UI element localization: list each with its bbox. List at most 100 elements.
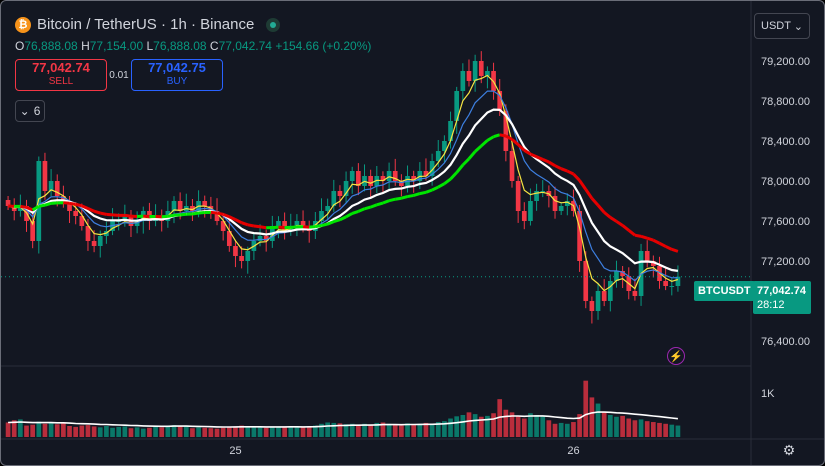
volume-bar (503, 409, 509, 437)
trend-band-segment (50, 201, 58, 205)
volume-bar (589, 397, 595, 437)
candle-body (460, 71, 466, 91)
trend-band-segment (388, 197, 396, 203)
candle-body (435, 151, 441, 161)
trend-band-segment (449, 171, 458, 181)
symbol-title[interactable]: Bitcoin / TetherUS · 1h · Binance (37, 16, 255, 33)
volume-bar (368, 425, 373, 437)
trend-band-segment (63, 201, 70, 205)
low-value: 76,888.08 (153, 39, 207, 53)
volume-bar (233, 426, 238, 437)
volume-bar (331, 422, 337, 437)
bar-countdown: 28:12 (757, 298, 785, 311)
volume-bar (140, 428, 146, 437)
volume-bar (239, 425, 244, 437)
candle-body (356, 171, 361, 186)
trend-band-segment (370, 203, 378, 209)
trend-band-segment (523, 149, 532, 156)
trend-band-segment (499, 133, 507, 138)
volume-bar (411, 424, 417, 437)
trend-band-segment (511, 138, 520, 146)
volume-bar (491, 413, 496, 437)
trend-band-segment (327, 220, 335, 226)
volume-bar (134, 427, 140, 437)
trend-band-segment (351, 209, 359, 215)
ema-slow-line (7, 108, 679, 272)
trend-band-segment (658, 241, 667, 248)
candle-body (61, 196, 66, 201)
market-open-icon (266, 17, 281, 32)
close-value: 77,042.74 (218, 39, 272, 53)
candle-body (386, 171, 392, 181)
volume-bar (392, 424, 398, 437)
volume-bar (429, 424, 435, 437)
candle-body (515, 181, 521, 211)
candle-body (503, 111, 509, 151)
trend-band-segment (529, 152, 538, 159)
volume-bar (515, 415, 521, 437)
sell-button[interactable]: 77,042.74 SELL (15, 59, 107, 91)
lightning-icon[interactable]: ⚡ (667, 347, 685, 365)
buy-label: BUY (166, 76, 188, 87)
trend-band-segment (25, 206, 34, 212)
volume-bar (61, 423, 66, 437)
volume-bar (540, 415, 546, 437)
settings-icon[interactable]: ⚙ (782, 441, 796, 458)
trend-band-segment (560, 167, 568, 173)
volume-bar (36, 421, 42, 437)
currency-selector[interactable]: USDT ⌄ (754, 13, 810, 39)
trend-band-segment (480, 139, 489, 148)
trend-band-segment (621, 224, 630, 232)
price-tick-label: 77,600.00 (761, 216, 810, 228)
volume-bar (417, 423, 423, 437)
trend-band-segment (81, 204, 89, 210)
trend-band-segment (124, 213, 132, 218)
trend-band-segment (44, 201, 52, 207)
volume-bar (220, 427, 226, 437)
trend-band-segment (93, 209, 101, 215)
buy-button[interactable]: 77,042.75 BUY (131, 59, 223, 91)
volume-bar (24, 425, 29, 437)
spread-value: 0.01 (109, 70, 129, 81)
candle-body (343, 181, 349, 196)
volume-bar (153, 426, 158, 437)
volume-bar (564, 423, 570, 437)
open-value: 76,888.08 (24, 39, 78, 53)
volume-bar (97, 427, 103, 437)
trend-band-segment (253, 224, 261, 229)
price-tick-label: 79,200.00 (761, 56, 810, 68)
indicators-toggle[interactable]: ⌄ 6 (15, 100, 45, 122)
trend-band-segment (382, 199, 390, 205)
trend-band-segment (548, 160, 556, 167)
candle-body (595, 291, 601, 311)
volume-bar (651, 422, 656, 437)
volume-bar (91, 426, 97, 437)
volume-bar (128, 428, 134, 437)
price-tick-label: 78,400.00 (761, 136, 810, 148)
volume-bar (245, 426, 251, 437)
candle-body (116, 221, 122, 222)
trend-band-segment (419, 190, 427, 196)
volume-bar (601, 412, 607, 437)
volume-bar (147, 427, 152, 437)
trend-band-segment (443, 177, 452, 185)
trend-band-segment (413, 192, 421, 197)
candle-body (319, 211, 324, 221)
volume-bar (110, 427, 115, 437)
volume-bar (380, 422, 386, 437)
volume-bar (54, 424, 60, 437)
trend-band-segment (609, 216, 618, 223)
candle-body (577, 211, 582, 261)
volume-bar (306, 426, 312, 437)
volume-bar (282, 426, 287, 437)
trend-band-segment (395, 196, 402, 201)
candle-body (509, 151, 515, 181)
volume-bar (454, 416, 460, 437)
trend-band-segment (339, 215, 347, 222)
candle-body (85, 226, 91, 241)
volume-bar (214, 428, 220, 437)
volume-bar (5, 422, 11, 437)
symbol-tag-label: BTCUSDT (698, 285, 751, 297)
volume-bar (607, 415, 613, 437)
